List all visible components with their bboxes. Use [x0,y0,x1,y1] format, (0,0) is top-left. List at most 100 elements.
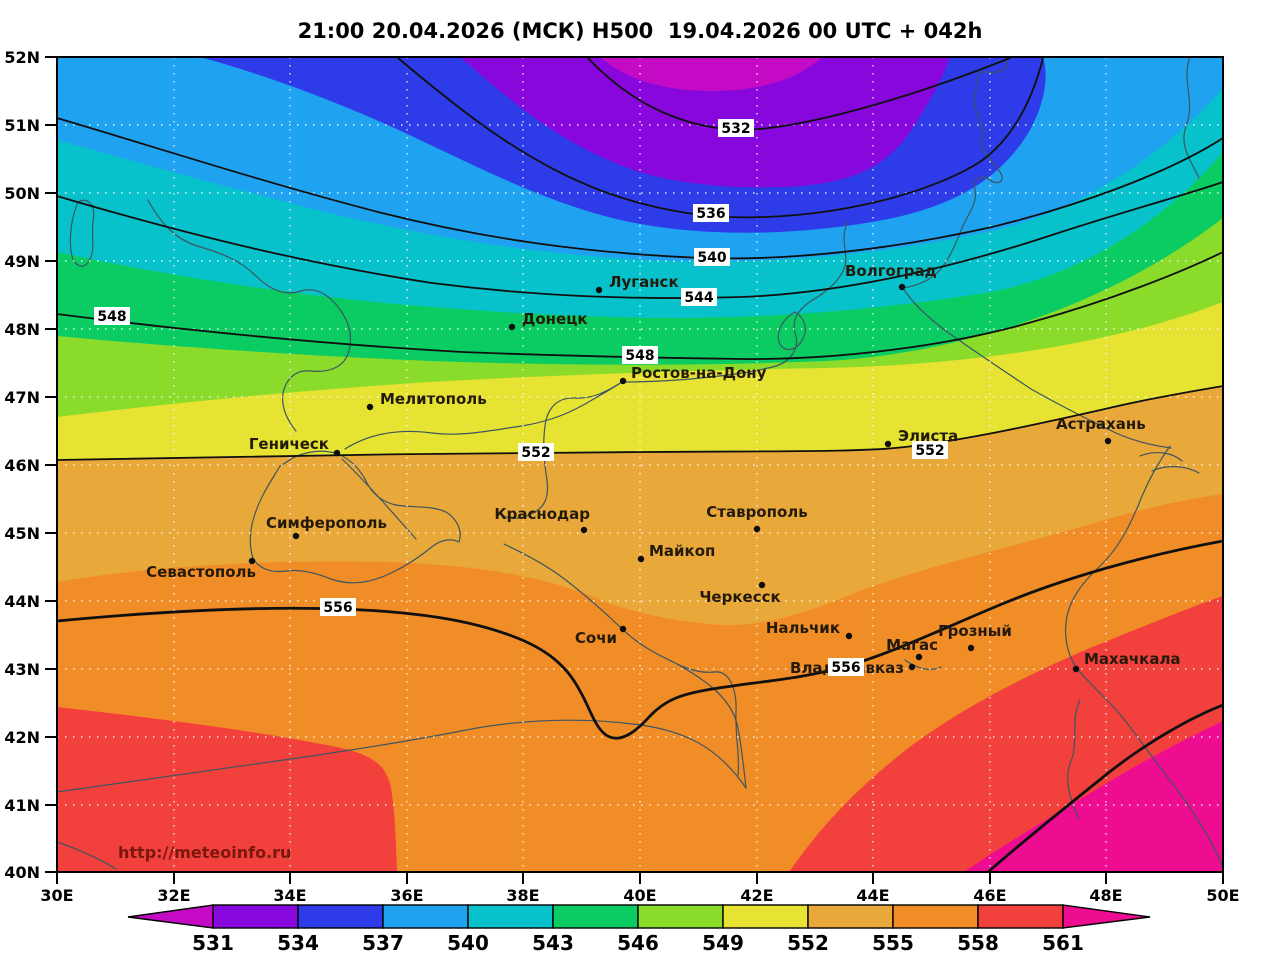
city-astrakhan: Астрахань [1056,415,1146,445]
lon-label: 38E [506,886,539,905]
colorbar-value: 534 [277,931,319,955]
lon-label: 34E [273,886,306,905]
city-marker [967,644,975,652]
fill-band-above-561 [964,721,1223,872]
contour-label-text: 536 [696,206,725,222]
contour-label-text: 556 [323,600,352,616]
city-marker [637,555,645,563]
contour-label-text: 556 [831,660,860,676]
contour-label-box [320,598,356,616]
city-label: Краснодар [494,505,590,523]
contour-536-line [397,57,1044,219]
city-nalchik: Нальчик [766,619,853,640]
lat-label: 43N [4,660,40,679]
contour-label-box [622,346,658,364]
city-marker [758,581,766,589]
colorbar: 531 534 537 540 543 546 549 552 555 558 … [127,904,1151,955]
contour-label-556-right: 556 [828,658,864,676]
colorbar-segment [637,904,724,929]
city-label: Нальчик [766,619,840,637]
contour-label-548-left: 548 [94,307,130,325]
city-marker [1104,437,1112,445]
city-marker [619,377,627,385]
city-marker [333,449,341,457]
lon-label: 32E [157,886,190,905]
contour-label-text: 552 [915,443,944,459]
colorbar-segment [552,904,639,929]
lat-label: 52N [4,48,40,67]
colorbar-segment [807,904,894,929]
city-donetsk: Донецк [508,310,588,331]
colorbar-segment [212,904,299,929]
contour-label-box [681,288,717,306]
city-rostov: Ростов-на-Дону [619,364,767,385]
city-label: Севастополь [146,563,256,581]
city-magas: Магас [886,636,938,661]
contour-label-552-right: 552 [912,441,948,459]
lat-label: 50N [4,184,40,203]
contour-label-536: 536 [693,204,729,222]
contour-label-556-left: 556 [320,598,356,616]
colorbar-value: 546 [617,931,659,955]
city-label: Черкесск [699,588,780,606]
city-marker [898,283,906,291]
city-marker [884,440,892,448]
contour-label-text: 548 [97,309,126,325]
contour-label-text: 544 [684,290,713,306]
lon-label: 42E [740,886,773,905]
contour-label-box [718,119,754,137]
city-label: Грозный [938,622,1012,640]
longitude-axis: 30E 32E 34E 36E 38E 40E 42E 44E 46E 48E … [40,886,1239,905]
lat-label: 40N [4,863,40,882]
city-maykop: Майкоп [637,542,715,563]
lon-label: 30E [40,886,73,905]
colorbar-value: 531 [192,931,234,955]
city-makhachkala: Махачкала [1072,650,1181,673]
contour-label-box [94,307,130,325]
map-title: 21:00 20.04.2026 (МСК) H500 19.04.2026 0… [298,19,983,43]
contour-label-532: 532 [718,119,754,137]
city-cherkessk: Черкесск [699,581,781,606]
map-plot-area: Луганск Донецк Волгоград Ростов-на-Дону … [57,57,1223,872]
colorbar-value: 537 [362,931,404,955]
city-label: Волгоград [845,262,937,280]
city-label: Луганск [609,273,679,291]
city-label: Элиста [898,427,958,445]
colorbar-value: 543 [532,931,574,955]
watermark-url: http://meteoinfo.ru [118,843,291,862]
city-label: Махачкала [1084,650,1181,668]
city-label: Геническ [249,435,329,453]
city-marker [753,525,761,533]
longitude-ticks [56,872,1224,884]
city-label: Магас [886,636,938,654]
lon-label: 48E [1089,886,1122,905]
contour-548-line [57,251,1223,360]
city-marker [619,625,627,633]
lat-label: 48N [4,320,40,339]
contour-560-line [986,703,1223,872]
contour-552-line [57,385,1223,461]
city-label: Астрахань [1056,415,1146,433]
contour-label-548-mid: 548 [622,346,658,364]
contour-label-544: 544 [681,288,717,306]
city-label: Майкоп [649,542,715,560]
lat-label: 45N [4,524,40,543]
fill-band-558-561-left [57,707,397,872]
colorbar-left-arrow [127,904,214,929]
lat-label: 51N [4,116,40,135]
contour-label-box [518,443,554,461]
city-simferopol: Симферополь [266,514,387,540]
latitude-axis: 52N 51N 50N 49N 48N 47N 46N 45N 44N 43N … [4,48,40,882]
city-marker [366,403,374,411]
city-elista: Элиста [884,427,958,448]
contour-label-text: 548 [625,348,654,364]
city-marker [248,557,256,565]
lat-label: 49N [4,252,40,271]
city-marker [845,632,853,640]
city-label: Донецк [522,310,588,328]
colorbar-value: 558 [957,931,999,955]
colorbar-value: 549 [702,931,744,955]
city-marker [292,532,300,540]
city-sevastopol: Севастополь [146,557,256,581]
city-marker [915,653,923,661]
